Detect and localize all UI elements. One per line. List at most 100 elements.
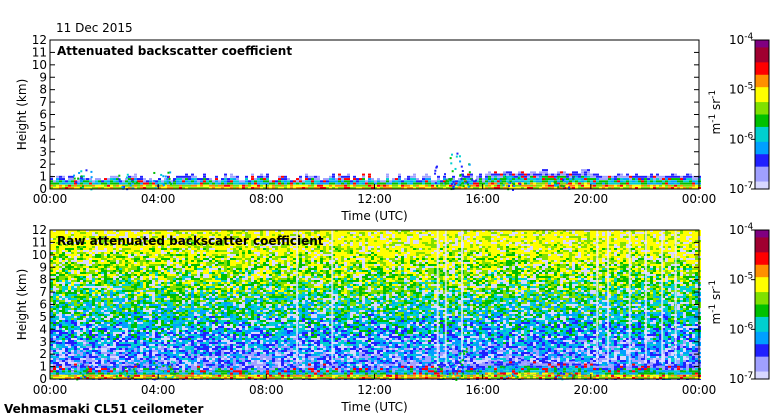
boundary-layer-cell (635, 173, 638, 176)
heatmap-cell (65, 348, 68, 350)
heatmap-cell (119, 312, 122, 314)
boundary-layer-cell (362, 187, 365, 189)
heatmap-cell (83, 310, 86, 312)
heatmap-cell (86, 290, 89, 292)
heatmap-cell (128, 238, 131, 240)
boundary-layer-cell (230, 187, 233, 189)
heatmap-cell (161, 288, 164, 290)
heatmap-cell (107, 360, 110, 362)
boundary-layer-cell (110, 175, 113, 178)
heatmap-cell (56, 316, 59, 318)
heatmap-cell (83, 240, 86, 242)
heatmap-cell (62, 348, 65, 350)
boundary-layer-cell (593, 184, 596, 187)
heatmap-cell (185, 318, 188, 320)
heatmap-cell (107, 354, 110, 356)
heatmap-cell (107, 256, 110, 258)
heatmap-cell (185, 278, 188, 280)
heatmap-cell (173, 286, 176, 288)
heatmap-cell (80, 358, 83, 360)
boundary-layer-cell (461, 180, 464, 183)
heatmap-cell (65, 266, 68, 268)
heatmap-cell (125, 312, 128, 314)
heatmap-cell (113, 310, 116, 312)
heatmap-cell (152, 288, 155, 290)
heatmap-cell (107, 334, 110, 336)
heatmap-cell (173, 264, 176, 266)
heatmap-cell (113, 264, 116, 266)
boundary-layer-cell (485, 184, 488, 187)
heatmap-cell (140, 280, 143, 282)
heatmap-cell (179, 250, 182, 252)
heatmap-cell (71, 280, 74, 282)
heatmap-cell (137, 240, 140, 242)
colorbar-segment (755, 154, 769, 158)
boundary-layer-cell (584, 171, 587, 174)
heatmap-cell (161, 276, 164, 278)
heatmap-cell (104, 276, 107, 278)
colorbar-segment (755, 136, 769, 140)
heatmap-cell (80, 266, 83, 268)
boundary-layer-cell (56, 175, 59, 178)
heatmap-cell (161, 322, 164, 324)
heatmap-cell (179, 336, 182, 338)
boundary-layer-cell (674, 175, 677, 178)
heatmap-cell (74, 274, 77, 276)
heatmap-cell (137, 324, 140, 326)
cloud-cell (508, 185, 511, 188)
heatmap-cell (158, 264, 161, 266)
heatmap-cell (125, 366, 128, 368)
heatmap-cell (131, 242, 134, 244)
heatmap-cell (56, 352, 59, 354)
heatmap-cell (167, 266, 170, 268)
heatmap-cell (179, 360, 182, 362)
boundary-layer-cell (404, 182, 407, 185)
heatmap-cell (113, 302, 116, 304)
heatmap-cell (176, 294, 179, 296)
cloud-cell (566, 181, 569, 184)
boundary-layer-cell (482, 180, 485, 183)
heatmap-cell (71, 348, 74, 350)
heatmap-cell (68, 310, 71, 312)
heatmap-cell (173, 326, 176, 328)
heatmap-cell (98, 334, 101, 336)
heatmap-cell (146, 258, 149, 260)
heatmap-cell (92, 342, 95, 344)
heatmap-cell (128, 252, 131, 254)
boundary-layer-cell (119, 184, 122, 187)
heatmap-cell (143, 354, 146, 356)
heatmap-cell (56, 366, 59, 368)
heatmap-cell (110, 252, 113, 254)
heatmap-cell (110, 310, 113, 312)
heatmap-cell (116, 284, 119, 286)
heatmap-cell (119, 338, 122, 340)
heatmap-cell (137, 274, 140, 276)
heatmap-cell (146, 302, 149, 304)
heatmap-cell (74, 340, 77, 342)
heatmap-cell (158, 248, 161, 250)
boundary-layer-cell (500, 182, 503, 185)
heatmap-cell (140, 252, 143, 254)
heatmap-cell (140, 320, 143, 322)
heatmap-cell (101, 360, 104, 362)
heatmap-cell (71, 336, 74, 338)
heatmap-cell (89, 312, 92, 314)
boundary-layer-cell (662, 178, 665, 181)
heatmap-cell (56, 358, 59, 360)
heatmap-cell (89, 260, 92, 262)
heatmap-cell (179, 352, 182, 354)
heatmap-cell (152, 258, 155, 260)
heatmap-cell (101, 316, 104, 318)
heatmap-cell (65, 340, 68, 342)
heatmap-cell (164, 256, 167, 258)
boundary-layer-cell (449, 184, 452, 187)
heatmap-cell (113, 258, 116, 260)
heatmap-cell (110, 294, 113, 296)
heatmap-cell (131, 338, 134, 340)
boundary-layer-cell (536, 182, 539, 185)
heatmap-cell (185, 244, 188, 246)
heatmap-cell (164, 304, 167, 306)
heatmap-cell (182, 354, 185, 356)
boundary-layer-cell (524, 178, 527, 181)
heatmap-cell (62, 298, 65, 300)
